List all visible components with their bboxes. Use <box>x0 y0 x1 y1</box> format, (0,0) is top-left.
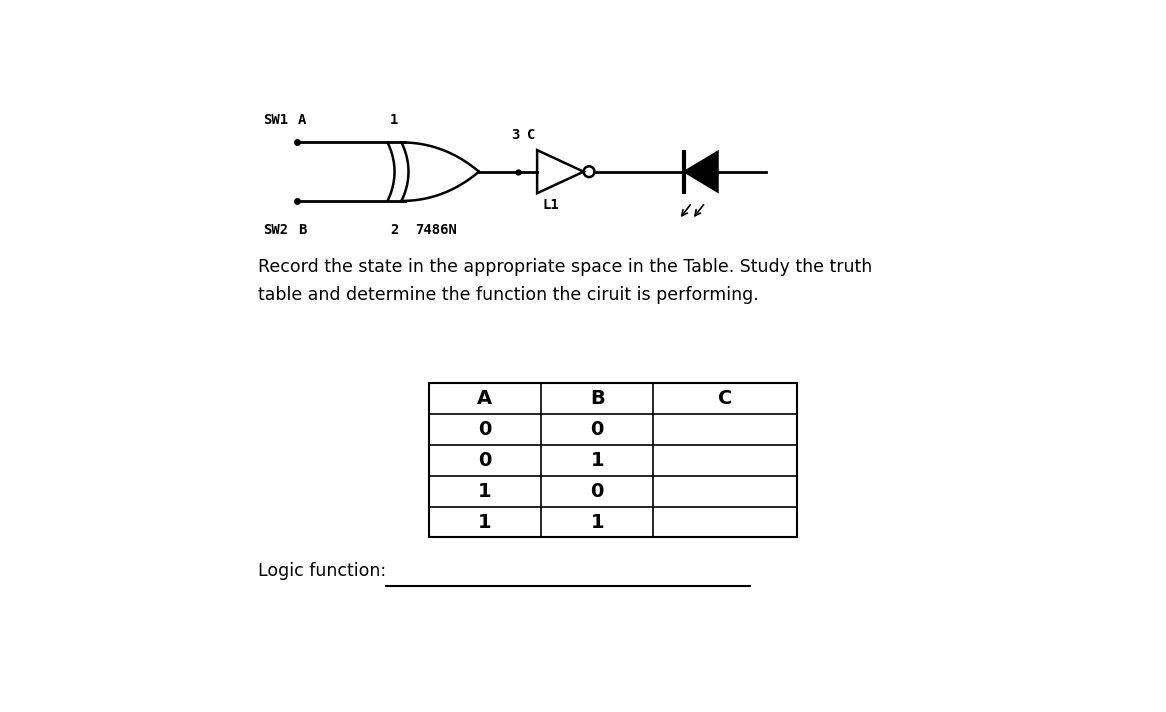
Text: L1: L1 <box>542 198 560 211</box>
Text: table and determine the function the ciruit is performing.: table and determine the function the cir… <box>258 286 759 304</box>
Text: 0: 0 <box>478 420 492 439</box>
Text: 1: 1 <box>478 513 492 532</box>
Text: B: B <box>297 223 305 237</box>
Text: 0: 0 <box>478 451 492 470</box>
Polygon shape <box>684 152 718 192</box>
Text: 1: 1 <box>478 482 492 501</box>
Text: 2: 2 <box>389 223 399 237</box>
Text: 1: 1 <box>389 113 399 127</box>
Text: 1: 1 <box>590 451 604 470</box>
Text: Logic function:: Logic function: <box>258 562 386 580</box>
Text: A: A <box>297 113 305 127</box>
Text: C: C <box>527 128 535 142</box>
Bar <box>429 384 796 538</box>
Text: SW2: SW2 <box>264 223 289 237</box>
Text: 0: 0 <box>590 420 604 439</box>
Text: 1: 1 <box>590 513 604 532</box>
Text: 7486N: 7486N <box>415 223 457 237</box>
Text: A: A <box>477 389 492 408</box>
Text: SW1: SW1 <box>264 113 289 127</box>
Text: C: C <box>718 389 732 408</box>
Text: 3: 3 <box>512 128 520 142</box>
Text: B: B <box>590 389 604 408</box>
Text: 0: 0 <box>590 482 604 501</box>
Text: Record the state in the appropriate space in the Table. Study the truth: Record the state in the appropriate spac… <box>258 258 872 276</box>
